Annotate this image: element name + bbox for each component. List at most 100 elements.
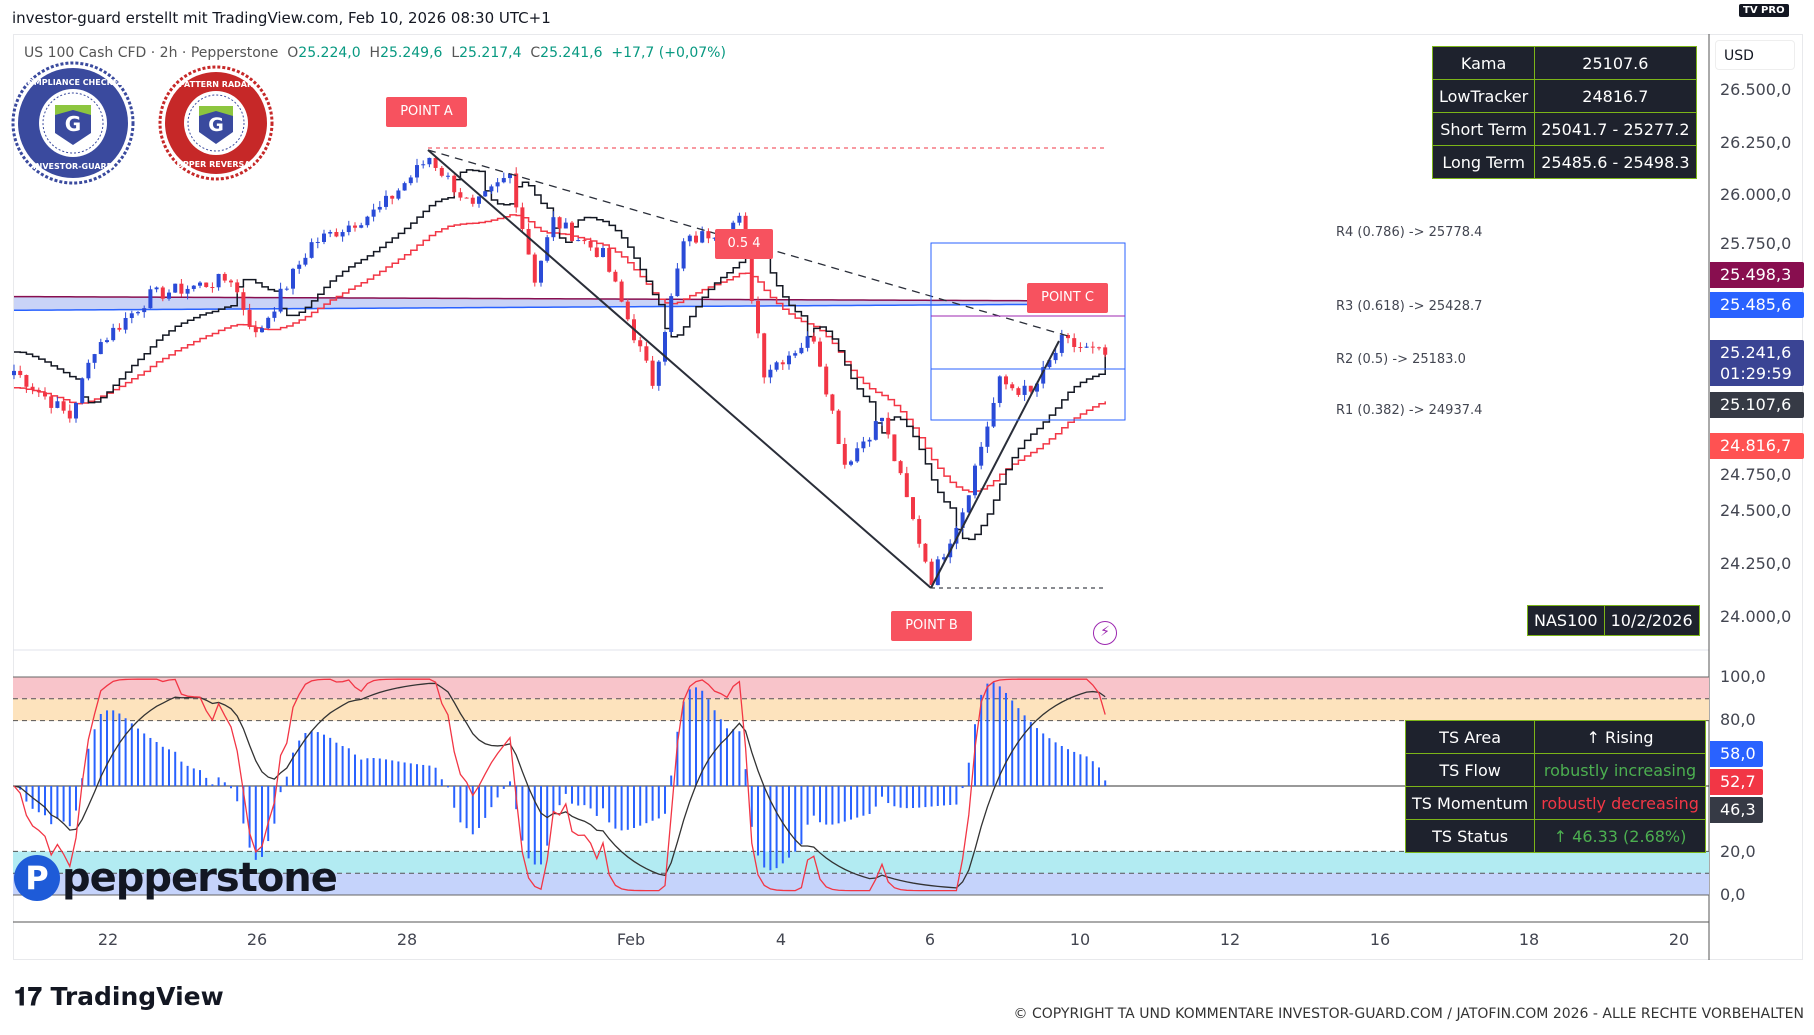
time-axis-label: 20 <box>1668 930 1690 949</box>
candle-body <box>371 209 376 217</box>
lightning-icon[interactable]: ⚡ <box>1093 621 1117 645</box>
candle-body <box>588 241 593 248</box>
last-price-tag: 25.241,6 01:29:59 <box>1710 340 1804 386</box>
candle-body <box>154 287 159 290</box>
indicator-info-table: Kama 25107.6 LowTracker 24816.7 Short Term… <box>1431 46 1697 179</box>
candle-body <box>532 254 537 283</box>
ts-status-label: TS Status <box>1404 819 1536 853</box>
candle-body <box>80 378 85 404</box>
candle-body <box>229 280 233 283</box>
fib-r3: R3 (0.618) -> 25428.7 <box>1336 299 1483 314</box>
fib-box <box>930 242 1126 421</box>
candle-body <box>421 164 426 166</box>
point-c-label[interactable]: POINT C <box>1027 283 1108 313</box>
candle-body <box>1041 367 1046 384</box>
low-value: 25.217,4 <box>459 45 522 61</box>
candle-body <box>470 197 475 204</box>
candle-body <box>260 328 264 333</box>
candle-body <box>966 495 971 513</box>
point-b-label[interactable]: POINT B <box>891 611 972 641</box>
candle-body <box>911 497 915 520</box>
candle-body <box>408 177 413 184</box>
osc-tag-black: 46,3 <box>1710 797 1763 823</box>
price-axis-label: 24.000,0 <box>1720 607 1792 626</box>
candle-body <box>501 178 506 183</box>
candle-body <box>929 561 934 586</box>
candle-body <box>1022 385 1027 395</box>
compliance-badge-icon: G COMPLIANCE CHECKED INVESTOR-GUARD <box>11 61 135 185</box>
candle-body <box>433 157 438 168</box>
price-axis-label: 24.250,0 <box>1720 554 1792 573</box>
candle-body <box>663 331 667 362</box>
kama-tag: 25.107,6 <box>1710 392 1804 418</box>
candle-body <box>136 312 140 314</box>
candle-body <box>601 248 605 258</box>
candle-body <box>24 375 29 387</box>
candle-body <box>377 206 382 210</box>
kama-value: 25107.6 <box>1534 46 1697 80</box>
candle-body <box>495 182 500 187</box>
tradingview-logo[interactable]: 𝟏𝟕 TradingView <box>14 982 224 1012</box>
pattern-badge-bottom-text: UPPER REVERSAL <box>176 160 255 169</box>
ts-flow-value: robustly increasing <box>1534 753 1706 787</box>
candle-body <box>464 197 469 199</box>
pepperstone-p-icon: P <box>14 855 60 901</box>
candle-body <box>384 195 388 207</box>
ts-momentum-value: robustly decreasing <box>1534 786 1706 820</box>
symbol-legend[interactable]: US 100 Cash CFD · 2h · Pepperstone O25.2… <box>24 45 726 61</box>
price-axis-label: 26.250,0 <box>1720 133 1792 152</box>
candle-body <box>694 235 698 243</box>
badges: G COMPLIANCE CHECKED INVESTOR-GUARD G PA… <box>11 61 274 185</box>
candle-body <box>526 228 531 255</box>
candle-body <box>706 231 711 239</box>
candle-body <box>508 173 512 179</box>
lowtracker-value: 24816.7 <box>1534 79 1697 113</box>
candle-body <box>92 354 97 363</box>
candle-body <box>873 421 878 440</box>
candle-body <box>198 282 202 286</box>
osc-tag-red: 52,7 <box>1710 769 1763 795</box>
candle-body <box>1066 335 1070 339</box>
time-axis-label: 18 <box>1518 930 1540 949</box>
candle-body <box>768 369 773 378</box>
candle-body <box>43 392 47 397</box>
candle-body <box>1035 383 1039 392</box>
table-row: LowTracker 24816.7 <box>1431 79 1697 113</box>
price-axis-label: 25.750,0 <box>1720 234 1792 253</box>
candle-body <box>452 175 457 193</box>
table-row: Kama 25107.6 <box>1431 46 1697 80</box>
svg-text:G: G <box>208 114 224 136</box>
candle-body <box>365 216 370 226</box>
ts-momentum-label: TS Momentum <box>1404 786 1536 820</box>
candle-body <box>297 264 302 269</box>
candle-body <box>1059 335 1064 353</box>
short-term-value: 25041.7 - 25277.2 <box>1534 112 1697 146</box>
candle-body <box>880 417 884 422</box>
candle-body <box>253 326 258 333</box>
bar-countdown: 01:29:59 <box>1720 364 1792 383</box>
table-row: Short Term 25041.7 - 25277.2 <box>1431 112 1697 146</box>
candle-body <box>427 157 432 165</box>
candle-body <box>669 296 674 332</box>
point-a-label[interactable]: POINT A <box>386 97 467 127</box>
candle-body <box>687 235 692 242</box>
candle-body <box>439 167 444 176</box>
short-term-label: Short Term <box>1431 112 1536 146</box>
osc-axis-label: 20,0 <box>1720 842 1756 861</box>
candle-body <box>49 396 54 408</box>
candle-body <box>594 247 599 258</box>
time-axis-label: 6 <box>924 930 936 949</box>
leg-ab-line <box>427 149 932 589</box>
fib-mid-label[interactable]: 0.5 4 <box>715 229 773 259</box>
tv-brand: TradingView <box>50 982 224 1011</box>
candle-body <box>582 240 587 242</box>
time-axis-label: 16 <box>1369 930 1391 949</box>
pattern-radar-badge-icon: G PATTERN RADAR UPPER REVERSAL <box>158 65 274 181</box>
candle-body <box>762 333 767 378</box>
osc-fast-line <box>13 678 1106 892</box>
currency-selector[interactable]: USD <box>1715 40 1795 70</box>
oversold-band <box>13 851 1709 874</box>
price-axis-label: 24.500,0 <box>1720 501 1792 520</box>
candle-body <box>607 248 612 272</box>
